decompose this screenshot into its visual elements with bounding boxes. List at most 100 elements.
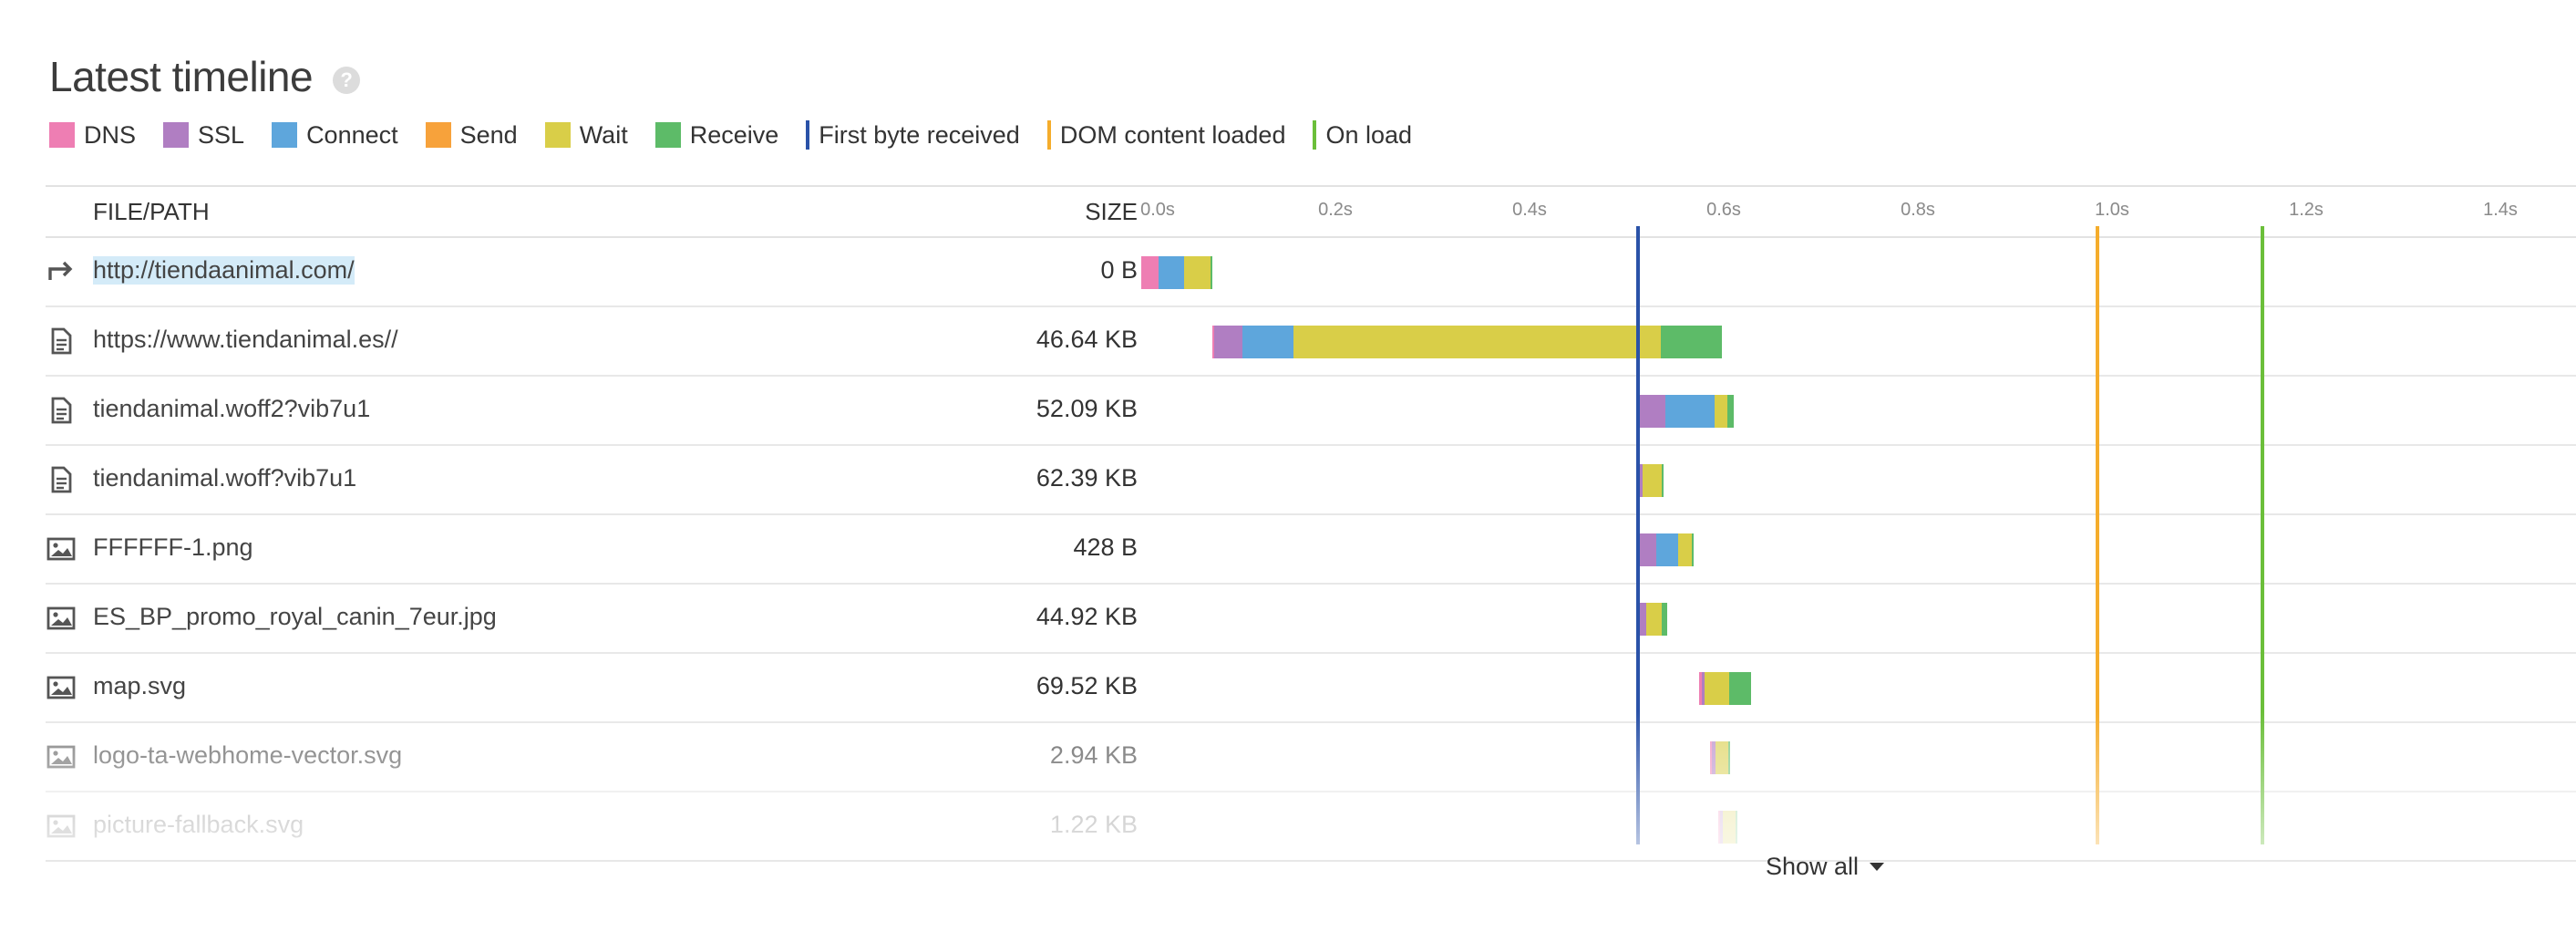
- table-row[interactable]: http://tiendaanimal.com/0 B: [46, 238, 2576, 307]
- table-row[interactable]: map.svg 69.52 KB: [46, 654, 2576, 723]
- timing-segment-receive: [1661, 464, 1664, 497]
- redirect-icon: [46, 258, 77, 285]
- document-icon: [46, 327, 77, 355]
- legend-label: Connect: [306, 120, 398, 149]
- file-size: 0 B: [1100, 256, 1138, 284]
- timing-segment-ssl: [1640, 533, 1657, 566]
- column-header-size[interactable]: SIZE: [1085, 198, 1138, 225]
- first-byte-marker: [1636, 226, 1641, 844]
- axis-tick-label: 0.6s: [1706, 200, 1741, 220]
- table-row[interactable]: tiendanimal.woff?vib7u1 62.39 KB: [46, 446, 2576, 515]
- legend-item-dom-content-loaded: DOM content loaded: [1046, 120, 1286, 150]
- timing-segment-receive: [1661, 603, 1668, 636]
- legend-swatch: [272, 122, 298, 148]
- waterfall-table: FILE/PATH SIZE 0.0s 0.2s 0.4s 0.6s 0.8s 1.0s 1…: [46, 185, 2576, 862]
- timing-bar[interactable]: [1710, 741, 1731, 774]
- timing-segment-wait: [1645, 603, 1662, 636]
- timing-segment-receive: [1660, 326, 1722, 358]
- timing-segment-connect: [1665, 395, 1716, 428]
- legend-swatch: [163, 122, 190, 148]
- axis-tick-label: 1.0s: [2095, 200, 2129, 220]
- timing-segment-ssl: [1640, 464, 1643, 497]
- axis-tick-label: 0.8s: [1901, 200, 1935, 220]
- file-path[interactable]: map.svg: [93, 672, 187, 699]
- legend-item-send: Send: [425, 120, 518, 150]
- timing-bar[interactable]: [1699, 672, 1751, 705]
- file-path[interactable]: logo-ta-webhome-vector.svg: [93, 741, 403, 769]
- timing-segment-wait: [1183, 256, 1211, 289]
- image-icon: [46, 674, 77, 701]
- timing-segment-connect: [1242, 326, 1294, 358]
- timing-bar[interactable]: [1637, 533, 1694, 566]
- dom-content-loaded-marker: [2096, 226, 2100, 844]
- timing-segment-wait: [1704, 672, 1730, 705]
- column-header-file[interactable]: FILE/PATH: [93, 198, 210, 225]
- timing-bar[interactable]: [1637, 395, 1734, 428]
- legend-item-dns: DNS: [49, 121, 136, 150]
- legend-label: Send: [459, 120, 518, 149]
- file-path[interactable]: http://tiendaanimal.com/: [93, 256, 355, 285]
- timing-segment-wait: [1293, 326, 1661, 358]
- legend-label: On load: [1325, 120, 1413, 149]
- table-row[interactable]: logo-ta-webhome-vector.svg 2.94 KB: [46, 723, 2576, 792]
- show-all-button[interactable]: Show all: [1766, 853, 1885, 881]
- timing-segment-receive: [1727, 395, 1734, 428]
- timing-segment-receive: [1691, 533, 1694, 566]
- file-size: 62.39 KB: [1036, 464, 1138, 492]
- timing-segment-ssl: [1701, 672, 1705, 705]
- timing-segment-wait: [1716, 741, 1729, 774]
- page-title: Latest timeline: [49, 53, 314, 100]
- timing-bar[interactable]: [1637, 603, 1668, 636]
- image-icon: [46, 535, 77, 563]
- legend-line-marker: [1046, 120, 1051, 150]
- file-size: 46.64 KB: [1036, 326, 1138, 353]
- file-path[interactable]: picture-fallback.svg: [93, 811, 304, 838]
- legend-item-wait: Wait: [544, 120, 628, 150]
- timing-segment-receive: [1729, 672, 1751, 705]
- timing-bar[interactable]: [1211, 326, 1722, 358]
- legend-label: First byte received: [819, 120, 1020, 149]
- file-path[interactable]: tiendanimal.woff2?vib7u1: [93, 395, 371, 422]
- document-icon: [46, 466, 77, 493]
- document-icon: [46, 397, 77, 424]
- legend-swatch: [654, 122, 681, 148]
- timing-segment-connect: [1159, 256, 1184, 289]
- file-size: 1.22 KB: [1049, 811, 1138, 838]
- legend-item-ssl: SSL: [163, 121, 244, 150]
- table-row[interactable]: FFFFFF-1.png 428 B: [46, 515, 2576, 585]
- timing-bar[interactable]: [1141, 256, 1212, 289]
- image-icon: [46, 813, 77, 840]
- axis-tick-label: 1.4s: [2483, 200, 2518, 220]
- file-size: 52.09 KB: [1036, 395, 1138, 422]
- file-path[interactable]: https://www.tiendanimal.es//: [93, 326, 398, 353]
- table-row[interactable]: tiendanimal.woff2?vib7u1 52.09 KB: [46, 377, 2576, 446]
- legend-swatch: [49, 122, 75, 148]
- legend-item-on-load: On load: [1313, 120, 1412, 150]
- file-size: 69.52 KB: [1036, 672, 1138, 699]
- timeline-legend: DNS SSL Connect Send Wait Receive First byte r…: [49, 119, 1439, 151]
- file-path[interactable]: FFFFFF-1.png: [93, 533, 253, 561]
- legend-line-marker: [806, 120, 810, 150]
- timing-segment-ssl: [1640, 395, 1666, 428]
- table-row[interactable]: ES_BP_promo_royal_canin_7eur.jpg 44.92 KB: [46, 585, 2576, 654]
- file-size: 44.92 KB: [1036, 603, 1138, 630]
- timing-bar[interactable]: [1637, 464, 1664, 497]
- legend-label: Wait: [579, 120, 628, 149]
- legend-label: DOM content loaded: [1059, 120, 1286, 149]
- timing-segment-receive: [1210, 256, 1212, 289]
- question-circle-icon[interactable]: ?: [333, 67, 361, 94]
- file-size: 2.94 KB: [1049, 741, 1138, 769]
- timing-bar[interactable]: [1717, 811, 1737, 844]
- axis-tick-label: 1.2s: [2289, 200, 2324, 220]
- file-path[interactable]: tiendanimal.woff?vib7u1: [93, 464, 357, 492]
- timing-segment-dns: [1141, 256, 1159, 289]
- legend-item-connect: Connect: [272, 121, 398, 150]
- timing-segment-receive: [1728, 741, 1731, 774]
- timeline-header: Latest timeline ?: [49, 49, 361, 104]
- legend-swatch: [425, 122, 451, 148]
- file-path[interactable]: ES_BP_promo_royal_canin_7eur.jpg: [93, 603, 497, 630]
- table-row[interactable]: picture-fallback.svg 1.22 KB: [46, 792, 2576, 862]
- timing-segment-wait: [1715, 395, 1728, 428]
- table-row[interactable]: https://www.tiendanimal.es// 46.64 KB: [46, 307, 2576, 377]
